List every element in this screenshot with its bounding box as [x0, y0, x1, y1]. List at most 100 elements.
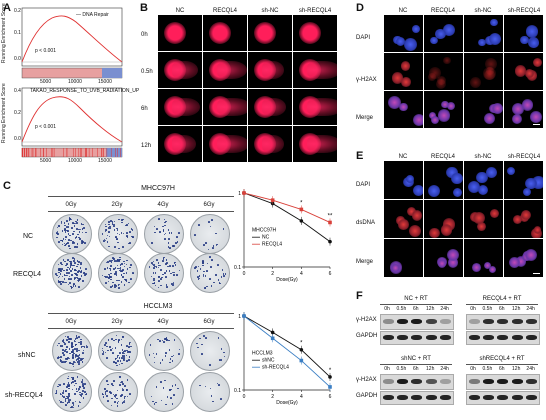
x-tick-label: 4	[300, 271, 303, 277]
colony	[126, 349, 128, 352]
colony	[78, 349, 80, 352]
colony	[116, 355, 119, 358]
colony	[101, 274, 104, 277]
colony	[58, 225, 60, 228]
colony	[70, 260, 72, 263]
colony	[149, 344, 152, 346]
colony	[61, 348, 64, 351]
colony	[169, 265, 171, 268]
colony	[64, 361, 66, 363]
colony	[56, 344, 59, 347]
band	[483, 319, 495, 324]
colony	[195, 342, 198, 345]
colony	[76, 276, 78, 279]
colony	[156, 228, 158, 230]
colony	[108, 231, 110, 233]
colony	[71, 351, 73, 353]
colony	[116, 229, 119, 231]
colony	[152, 260, 155, 263]
colony	[173, 262, 176, 264]
colony	[199, 384, 201, 387]
x-axis-label: Dose(Gy)	[276, 277, 298, 283]
nucleus	[513, 215, 523, 225]
nucleus	[435, 28, 447, 39]
colony	[203, 287, 206, 289]
colony	[108, 223, 110, 226]
colony	[66, 226, 68, 228]
colony	[70, 273, 73, 276]
colony	[107, 400, 109, 402]
gsea-plot2-hits	[21, 148, 121, 157]
blot-time: 0.5h	[482, 366, 493, 372]
if-d-col-recql4: RECQL4	[430, 8, 455, 14]
colony	[57, 263, 60, 266]
comet-cell	[158, 15, 202, 51]
colony	[164, 355, 167, 357]
blot-h2ax-strip	[466, 374, 540, 390]
colony	[123, 260, 125, 263]
nucleus	[533, 57, 543, 68]
nucleus	[520, 210, 532, 221]
colony	[106, 389, 108, 392]
colony	[62, 390, 65, 392]
colony	[72, 351, 74, 353]
colony	[68, 217, 71, 220]
nucleus	[412, 25, 420, 33]
colony	[82, 227, 85, 229]
nucleus	[401, 77, 411, 87]
colony	[67, 396, 69, 399]
blot-h2ax-strip	[466, 314, 540, 330]
colony	[75, 269, 77, 272]
colony	[211, 259, 213, 262]
colony	[65, 264, 67, 267]
colony	[121, 219, 123, 222]
colony	[104, 351, 107, 354]
comet-tail	[262, 61, 284, 79]
colony	[58, 356, 60, 359]
band	[439, 379, 451, 384]
colony	[174, 384, 177, 386]
blot-title: shRECQL4 + RT	[479, 356, 525, 362]
band	[469, 379, 480, 384]
colony	[71, 286, 73, 289]
colony	[70, 264, 72, 266]
colony	[79, 278, 81, 280]
blot-title-rule	[380, 364, 452, 365]
colony	[64, 244, 66, 247]
if-cell	[424, 161, 463, 199]
colony	[115, 338, 117, 341]
x-tick-label: 2	[271, 394, 274, 400]
colony	[63, 341, 65, 344]
colony	[222, 273, 225, 275]
colony	[123, 284, 126, 286]
colony	[217, 279, 220, 281]
if-cell	[384, 200, 423, 238]
comet-row-6h: 6h	[141, 106, 148, 112]
band	[425, 319, 437, 324]
colony	[61, 275, 64, 278]
nucleus	[388, 96, 401, 110]
colony	[84, 383, 86, 385]
band	[483, 379, 495, 384]
colony	[153, 402, 156, 405]
colony	[106, 240, 109, 243]
nucleus	[428, 67, 441, 80]
colony	[72, 365, 75, 368]
colony	[206, 270, 208, 272]
colony	[70, 278, 72, 280]
colony	[75, 222, 78, 224]
gsea-plot2-legend: TAKAO_RESPONSE_TO_UVB_RADIATION_UP	[30, 88, 140, 94]
colony	[80, 343, 82, 346]
comet-cell	[248, 52, 292, 88]
colony	[110, 261, 113, 263]
comet-tail	[217, 98, 247, 116]
colony	[130, 263, 132, 266]
colony	[61, 240, 64, 242]
colony	[165, 338, 168, 341]
if-cell	[424, 53, 463, 90]
colony	[124, 350, 126, 352]
colony	[151, 400, 154, 403]
colony	[73, 264, 75, 267]
colony	[85, 231, 88, 234]
colony	[151, 242, 153, 245]
